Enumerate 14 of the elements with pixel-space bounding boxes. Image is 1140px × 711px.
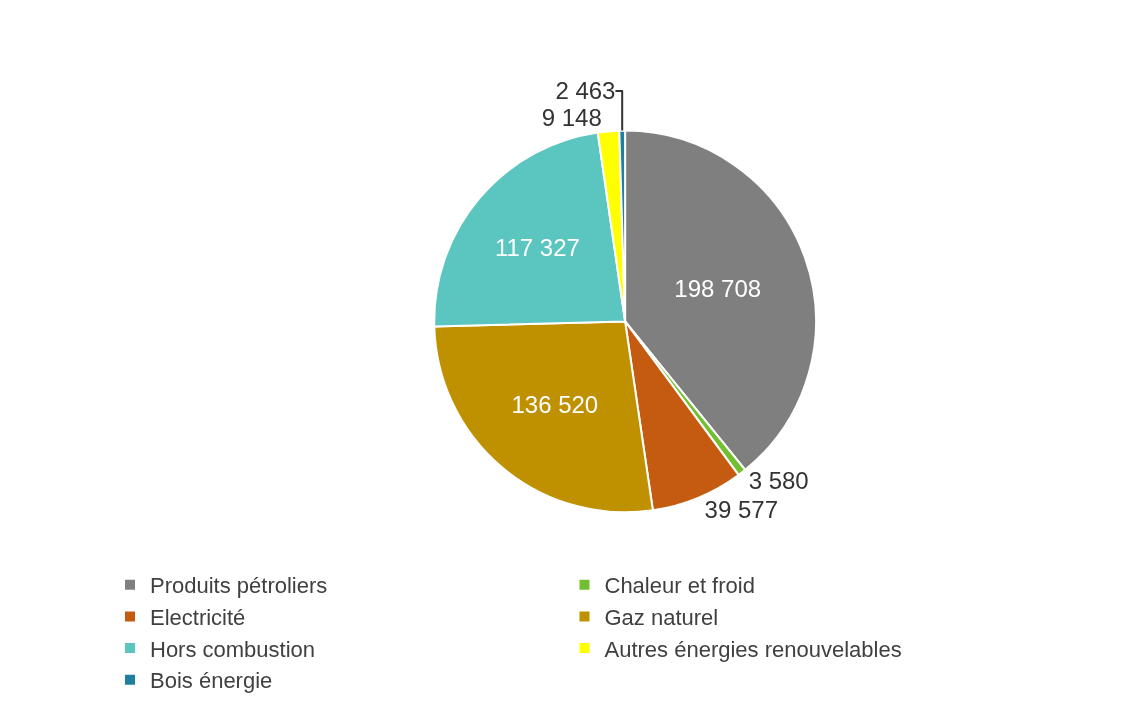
legend-label: Chaleur et froid xyxy=(604,573,755,599)
legend-label: Electricité xyxy=(150,605,246,631)
data-label: 9 148 xyxy=(541,104,602,132)
data-label: 39 577 xyxy=(704,495,779,523)
legend-label: Produits pétroliers xyxy=(150,573,328,599)
data-label: 117 327 xyxy=(494,234,580,262)
data-label: 198 708 xyxy=(674,275,762,303)
legend-label: Bois énergie xyxy=(150,668,273,694)
legend-label: Autres énergies renouvelables xyxy=(604,636,902,662)
data-label: 3 580 xyxy=(748,467,809,495)
legend-label: Gaz naturel xyxy=(604,605,719,631)
data-label: 2 463 xyxy=(555,77,616,105)
data-label: 136 520 xyxy=(511,391,599,419)
legend-label: Hors combustion xyxy=(150,636,316,662)
